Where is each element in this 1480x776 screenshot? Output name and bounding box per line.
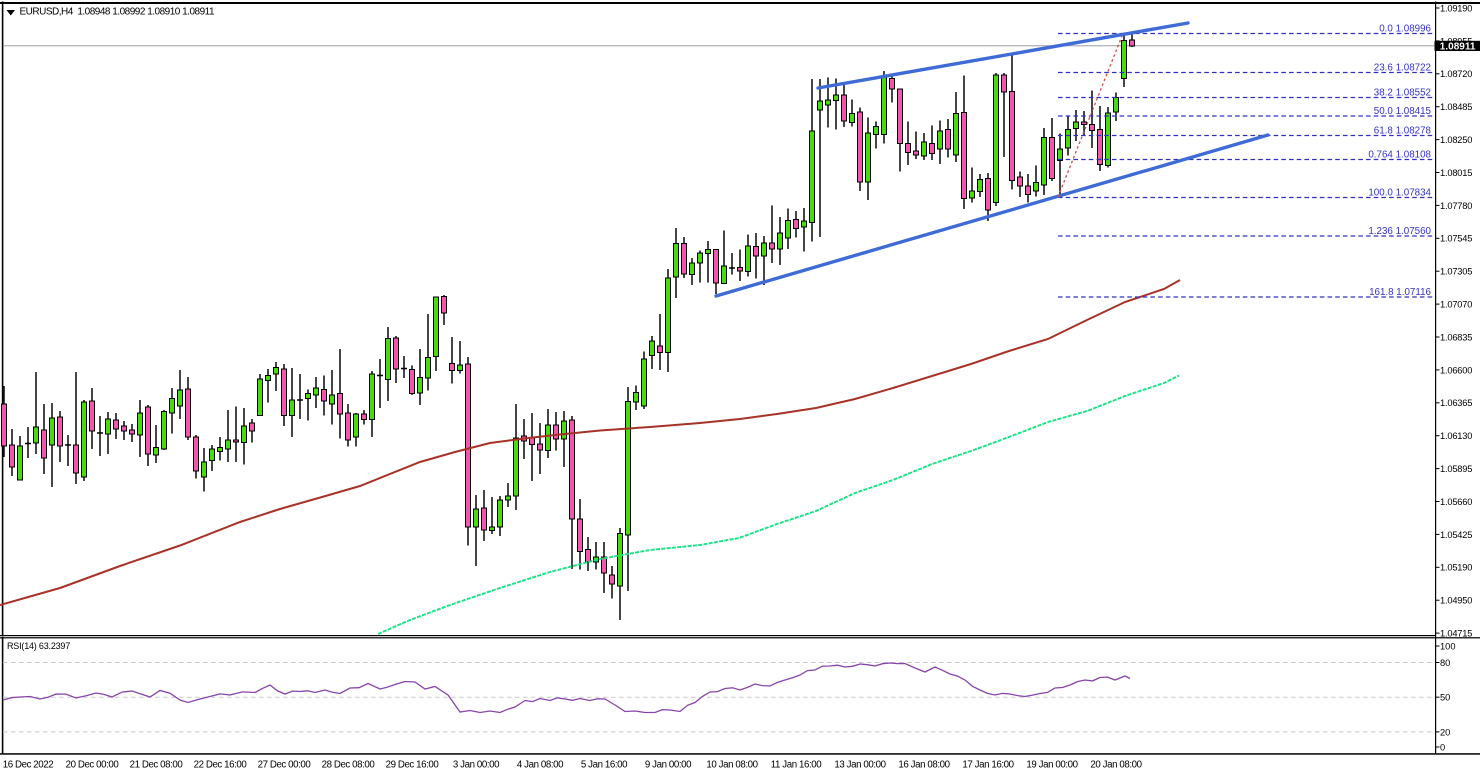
svg-text:28 Dec 08:00: 28 Dec 08:00 <box>322 760 376 771</box>
svg-text:50: 50 <box>1440 693 1450 703</box>
svg-text:16 Jan 08:00: 16 Jan 08:00 <box>898 760 950 771</box>
svg-text:1.05895: 1.05895 <box>1440 464 1472 474</box>
svg-text:1.08250: 1.08250 <box>1440 135 1472 145</box>
svg-text:1.08911: 1.08911 <box>1440 41 1476 52</box>
svg-text:100.0 1.07834: 100.0 1.07834 <box>1368 188 1431 199</box>
svg-text:1.04715: 1.04715 <box>1440 629 1472 639</box>
svg-text:1.05660: 1.05660 <box>1440 497 1472 507</box>
svg-text:20 Dec 00:00: 20 Dec 00:00 <box>66 760 120 771</box>
svg-text:16 Dec 2022: 16 Dec 2022 <box>3 760 54 771</box>
svg-text:9 Jan 00:00: 9 Jan 00:00 <box>645 760 692 771</box>
svg-text:61.8 1.08278: 61.8 1.08278 <box>1374 126 1432 137</box>
svg-text:1.08720: 1.08720 <box>1440 69 1472 79</box>
svg-text:0: 0 <box>1440 742 1445 752</box>
svg-text:10 Jan 08:00: 10 Jan 08:00 <box>706 760 758 771</box>
svg-text:3 Jan 00:00: 3 Jan 00:00 <box>453 760 500 771</box>
svg-text:1.05190: 1.05190 <box>1440 563 1472 573</box>
svg-text:1.09190: 1.09190 <box>1440 3 1472 13</box>
svg-text:EURUSD,H4 1.08948 1.08992 1.0: EURUSD,H4 1.08948 1.08992 1.08910 1.0891… <box>20 7 215 18</box>
svg-text:1.06600: 1.06600 <box>1440 365 1472 375</box>
svg-text:RSI(14) 63.2397: RSI(14) 63.2397 <box>7 641 70 651</box>
svg-text:11 Jan 16:00: 11 Jan 16:00 <box>771 760 823 771</box>
svg-text:17 Jan 16:00: 17 Jan 16:00 <box>962 760 1014 771</box>
svg-text:1.07070: 1.07070 <box>1440 300 1472 310</box>
svg-text:38.2 1.08552: 38.2 1.08552 <box>1374 88 1431 99</box>
svg-text:1.06130: 1.06130 <box>1440 431 1472 441</box>
svg-text:21 Dec 08:00: 21 Dec 08:00 <box>130 760 184 771</box>
svg-text:100: 100 <box>1440 641 1456 651</box>
svg-text:1.236 1.07560: 1.236 1.07560 <box>1368 226 1431 237</box>
svg-text:1.06365: 1.06365 <box>1440 398 1472 408</box>
svg-text:23.6 1.08722: 23.6 1.08722 <box>1374 63 1431 74</box>
svg-text:0.764 1.08108: 0.764 1.08108 <box>1368 150 1431 161</box>
svg-text:4 Jan 08:00: 4 Jan 08:00 <box>517 760 564 771</box>
svg-text:19 Jan 00:00: 19 Jan 00:00 <box>1026 760 1078 771</box>
svg-text:1.08485: 1.08485 <box>1440 102 1472 112</box>
svg-text:5 Jan 16:00: 5 Jan 16:00 <box>581 760 628 771</box>
svg-text:1.04950: 1.04950 <box>1440 596 1472 606</box>
svg-text:22 Dec 16:00: 22 Dec 16:00 <box>194 760 248 771</box>
svg-text:27 Dec 00:00: 27 Dec 00:00 <box>258 760 312 771</box>
svg-text:20 Jan 08:00: 20 Jan 08:00 <box>1090 760 1142 771</box>
svg-text:1.08015: 1.08015 <box>1440 168 1472 178</box>
svg-text:13 Jan 00:00: 13 Jan 00:00 <box>834 760 886 771</box>
svg-text:50.0 1.08415: 50.0 1.08415 <box>1374 106 1432 117</box>
svg-text:1.07305: 1.07305 <box>1440 267 1472 277</box>
svg-text:20: 20 <box>1440 727 1450 737</box>
svg-text:161.8 1.07116: 161.8 1.07116 <box>1369 287 1431 298</box>
svg-text:29 Dec 16:00: 29 Dec 16:00 <box>386 760 440 771</box>
svg-text:1.05425: 1.05425 <box>1440 530 1472 540</box>
svg-text:0.0 1.08996: 0.0 1.08996 <box>1379 24 1431 35</box>
svg-text:80: 80 <box>1440 658 1450 668</box>
svg-text:1.07545: 1.07545 <box>1440 234 1472 244</box>
svg-text:1.07780: 1.07780 <box>1440 201 1472 211</box>
svg-text:1.06835: 1.06835 <box>1440 332 1472 342</box>
